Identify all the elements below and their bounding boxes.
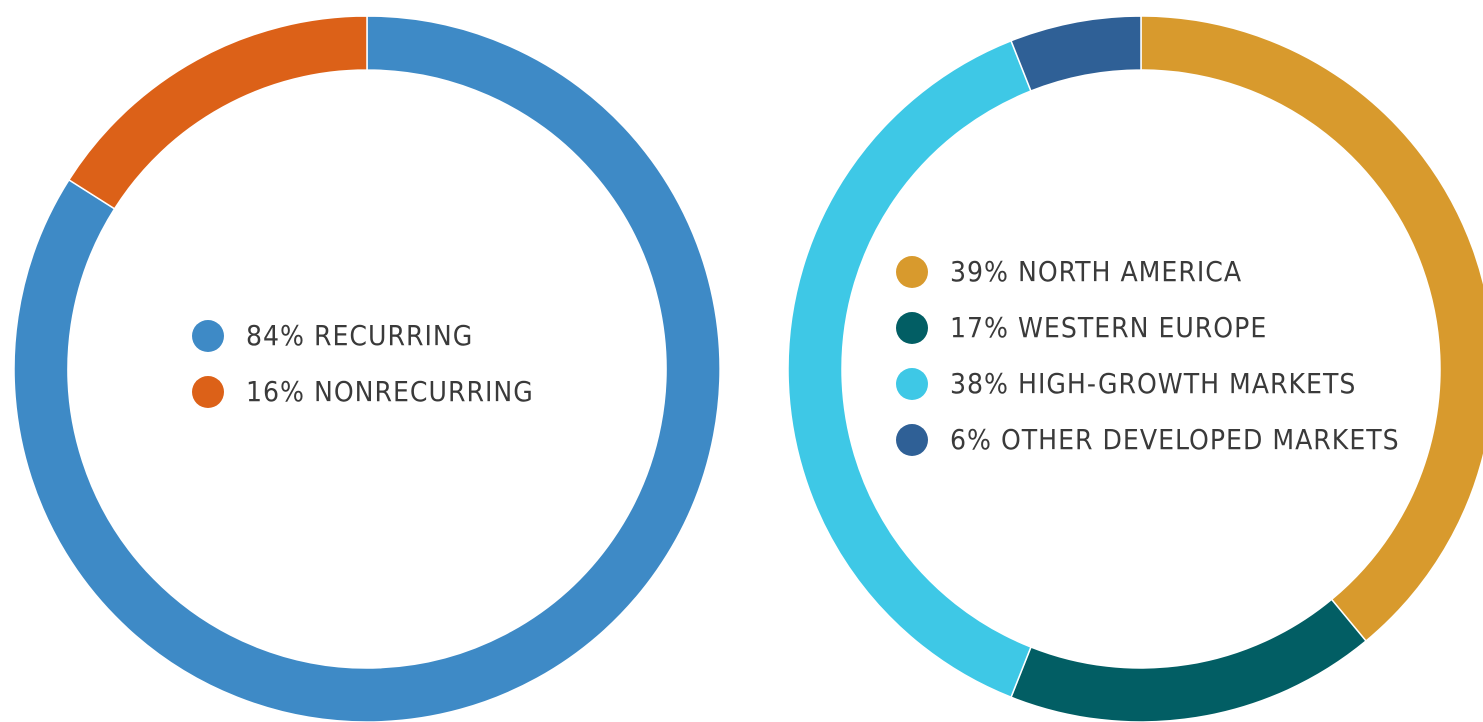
donut-slice [1010, 15, 1142, 92]
donut-slice [1140, 15, 1483, 643]
legend-category: RECURRING [314, 319, 473, 352]
legend-category: OTHER DEVELOPED MARKETS [1001, 423, 1400, 456]
legend-value: 6% [950, 423, 992, 456]
donut-slice [1010, 598, 1368, 722]
legend-label: 17% WESTERN EUROPE [950, 311, 1267, 344]
legend-swatch [896, 424, 928, 456]
legend-value: 39% [950, 255, 1009, 288]
donut-slice [67, 15, 368, 210]
legend-label: 16% NONRECURRING [246, 375, 534, 408]
legend-category: HIGH-GROWTH MARKETS [1018, 367, 1356, 400]
legend-value: 84% [246, 319, 305, 352]
donut-slice [13, 15, 721, 722]
legend-category: WESTERN EUROPE [1018, 311, 1267, 344]
legend-swatch [192, 376, 224, 408]
legend-swatch [896, 312, 928, 344]
legend-value: 38% [950, 367, 1009, 400]
legend-label: 38% HIGH-GROWTH MARKETS [950, 367, 1356, 400]
legend-category: NONRECURRING [314, 375, 534, 408]
legend-swatch [896, 368, 928, 400]
legend-label: 84% RECURRING [246, 319, 473, 352]
legend-category: NORTH AMERICA [1018, 255, 1242, 288]
donut-slice [787, 39, 1032, 699]
legend-value: 17% [950, 311, 1009, 344]
legend-value: 16% [246, 375, 305, 408]
legend-label: 6% OTHER DEVELOPED MARKETS [950, 423, 1400, 456]
legend-swatch [896, 256, 928, 288]
legend-label: 39% NORTH AMERICA [950, 255, 1242, 288]
legend-swatch [192, 320, 224, 352]
